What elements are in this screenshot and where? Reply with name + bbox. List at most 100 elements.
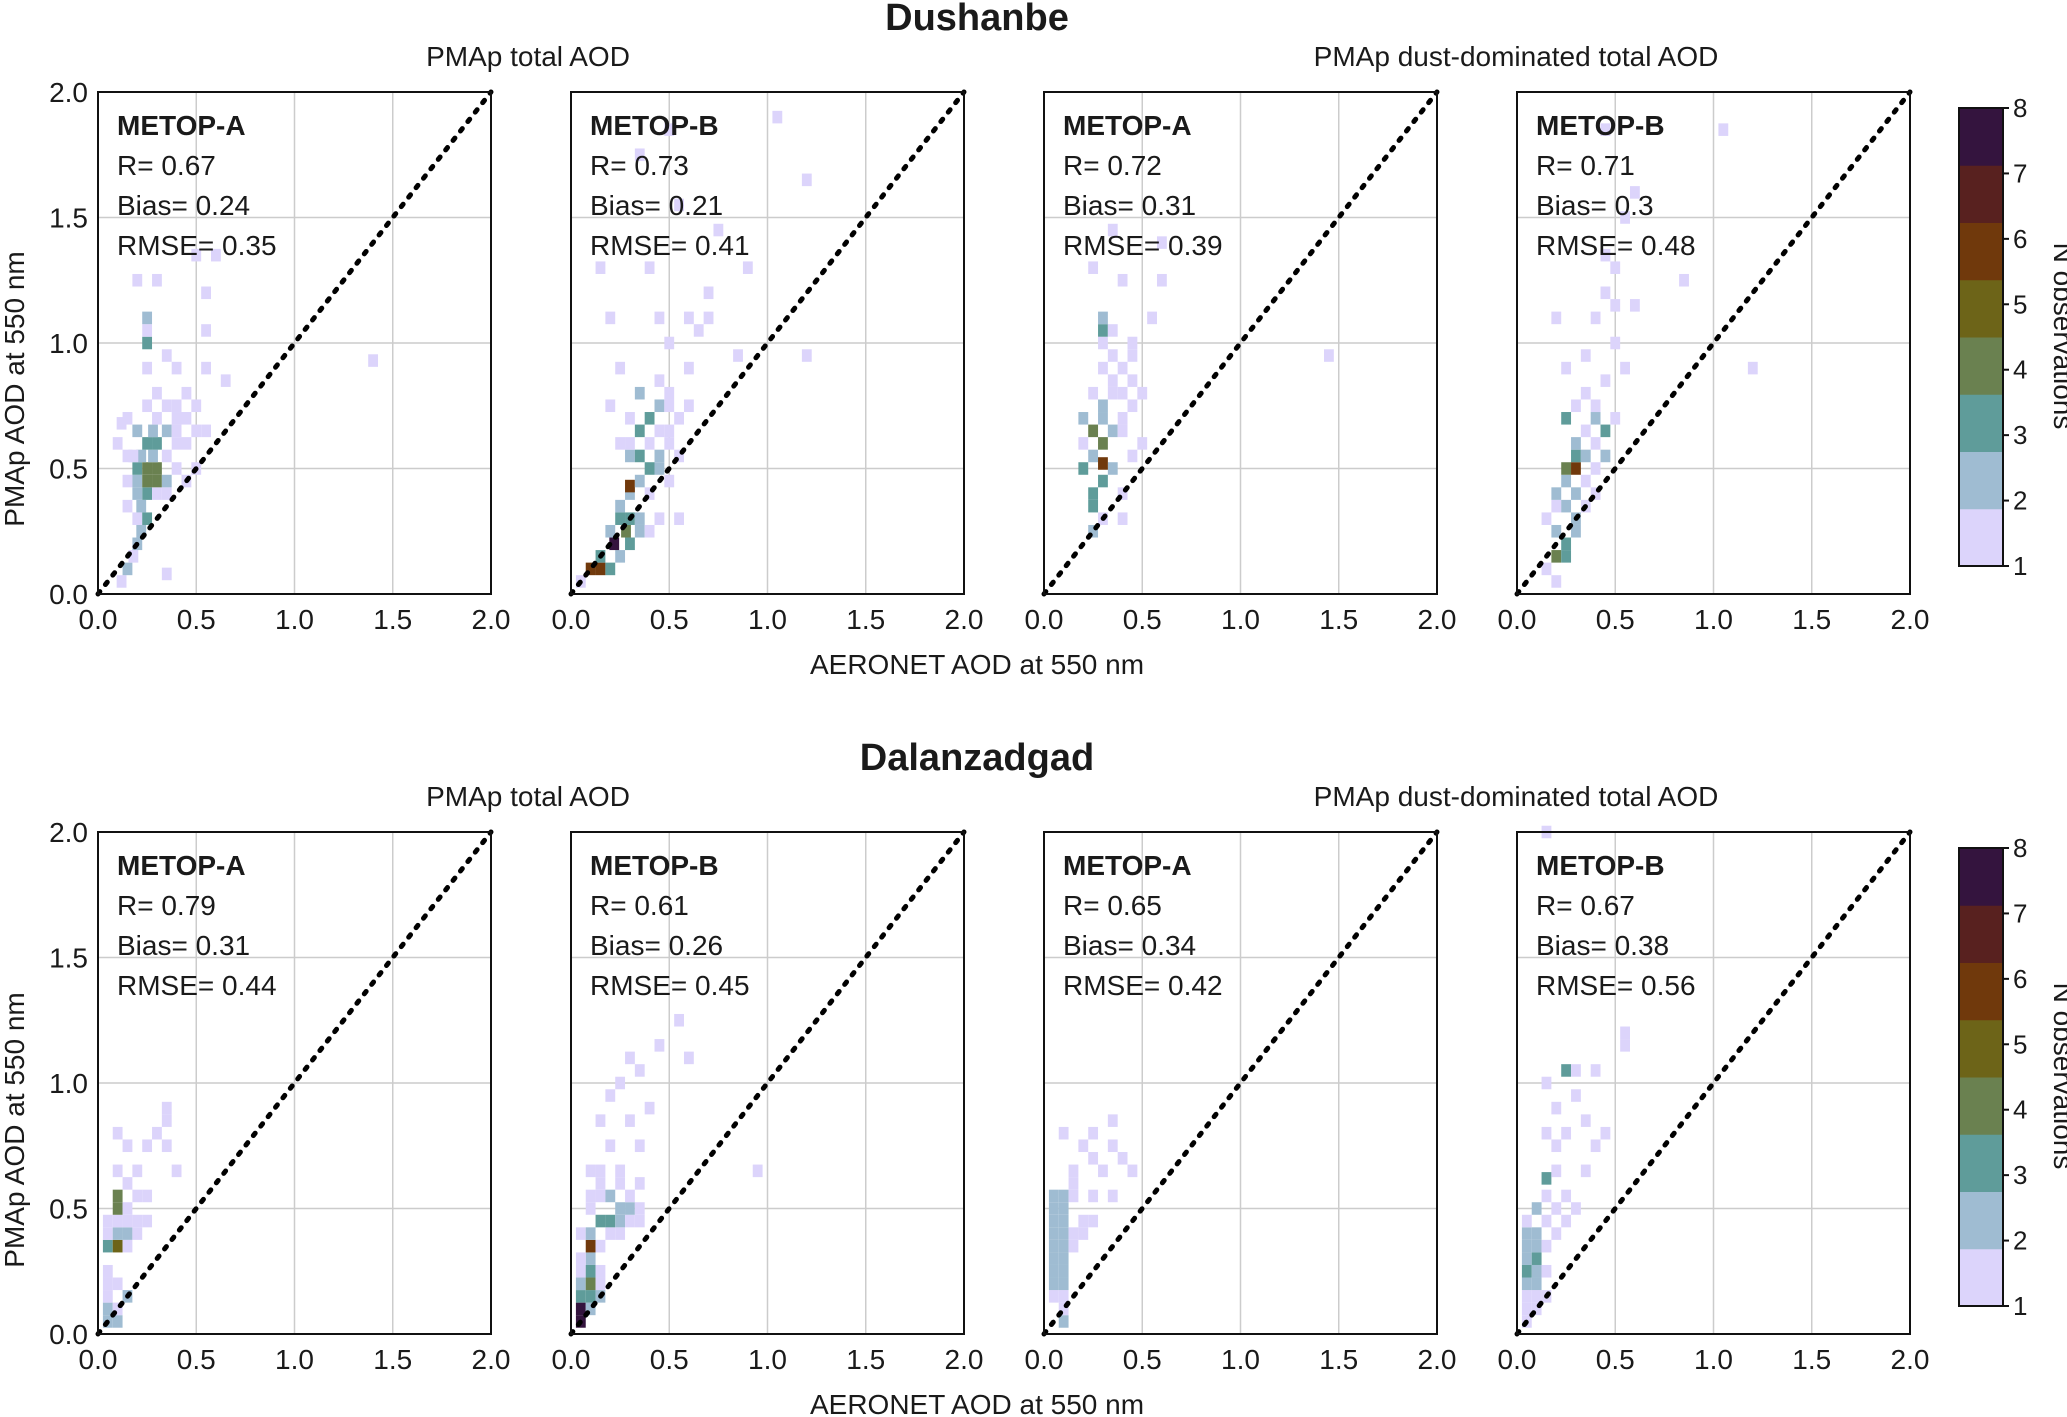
- heatmap-cell: [201, 361, 211, 375]
- heatmap-cell: [674, 198, 684, 212]
- heatmap-cell: [122, 499, 133, 513]
- heatmap-cell: [644, 437, 655, 450]
- colorbar-tick-label: 7: [2013, 898, 2027, 928]
- colorbar-tick-label: 7: [2013, 158, 2027, 188]
- satellite-label: METOP-A: [117, 110, 246, 141]
- group-title-total-aod-row1: PMAp total AOD: [426, 41, 630, 72]
- heatmap-cell: [1088, 487, 1099, 500]
- heatmap-cell: [1600, 374, 1611, 387]
- y-tick-label: 1.0: [49, 1068, 88, 1099]
- rmse-value: RMSE= 0.35: [117, 230, 277, 261]
- heatmap-cell: [161, 449, 172, 463]
- one-to-one-line: [95, 89, 494, 597]
- heatmap-cell: [1610, 336, 1621, 350]
- heatmap-cell: [142, 1139, 153, 1153]
- heatmap-cell: [1571, 1089, 1581, 1102]
- heatmap-cell: [132, 273, 143, 287]
- heatmap-cell: [595, 1214, 606, 1228]
- heatmap-cell: [585, 1252, 596, 1265]
- heatmap-cell: [181, 412, 192, 425]
- heatmap-cell: [1747, 361, 1758, 375]
- heatmap-cell: [1561, 499, 1572, 513]
- heatmap-cell: [1098, 474, 1108, 488]
- heatmap-cell: [1058, 1239, 1069, 1253]
- colorbar-segment: [1959, 165, 2003, 223]
- heatmap-cell: [132, 512, 143, 525]
- heatmap-cell: [1058, 1214, 1069, 1228]
- heatmap-cell: [615, 361, 626, 375]
- x-tick-label: 2.0: [472, 604, 511, 635]
- heatmap-cell: [1551, 575, 1562, 588]
- heatmap-cell: [1718, 123, 1729, 136]
- heatmap-cell: [152, 1126, 162, 1140]
- rmse-value: RMSE= 0.45: [590, 970, 750, 1001]
- colorbar-tick-label: 3: [2013, 420, 2027, 450]
- heatmap-cell: [112, 1214, 123, 1228]
- heatmap-cell: [148, 424, 158, 438]
- heatmap-cell: [1156, 236, 1167, 249]
- heatmap-cell: [201, 424, 211, 438]
- heatmap-cell: [1088, 499, 1099, 513]
- x-tick-label: 1.0: [1221, 604, 1260, 635]
- heatmap-cell: [1088, 1126, 1099, 1140]
- x-tick-label: 1.5: [373, 604, 412, 635]
- panels: 0.0 0.5 1.0 1.5 2.0 0.0 0.5 1.0 1.5 2.0 METOP-A R= …: [49, 77, 1929, 1375]
- heatmap-cell: [1531, 1302, 1542, 1316]
- x-tick-label: 0.0: [1498, 604, 1537, 635]
- heatmap-cell: [1541, 1239, 1552, 1253]
- colorbar-tick-label: 5: [2013, 1029, 2027, 1059]
- satellite-label: METOP-A: [117, 850, 246, 881]
- heatmap-cell: [654, 512, 665, 525]
- x-tick-label: 1.5: [373, 1344, 412, 1375]
- heatmap-cell: [1048, 1239, 1059, 1253]
- heatmap-cell: [112, 1302, 123, 1316]
- colorbar-segment: [1959, 1191, 2003, 1250]
- colorbar-tick-label: 1: [2013, 1291, 2027, 1321]
- heatmap-cell: [1561, 462, 1572, 475]
- heatmap-cell: [634, 1139, 645, 1153]
- heatmap-cell: [152, 462, 162, 475]
- heatmap-cell: [1088, 1189, 1099, 1203]
- x-tick-label: 1.5: [846, 604, 885, 635]
- heatmap-cell: [595, 1264, 606, 1278]
- heatmap-cell: [664, 386, 675, 400]
- heatmap-cell: [1600, 286, 1611, 300]
- y-tick-label: 2.0: [49, 817, 88, 848]
- heatmap-cell: [625, 1189, 635, 1203]
- heatmap-cell: [1058, 1264, 1069, 1278]
- heatmap-cell: [161, 424, 172, 438]
- heatmap-cell: [1117, 412, 1128, 425]
- heatmap-cell: [1571, 524, 1581, 538]
- y-tick-label: 1.5: [49, 943, 88, 974]
- satellite-label: METOP-B: [590, 850, 719, 881]
- bias-value: Bias= 0.31: [117, 930, 250, 961]
- r-value: R= 0.79: [117, 890, 216, 921]
- x-tick-label: 0.0: [79, 604, 118, 635]
- heatmap-cell: [615, 499, 626, 513]
- y-tick-label: 0.5: [49, 1194, 88, 1225]
- heatmap-cell: [128, 550, 139, 563]
- heatmap-cell: [1068, 1177, 1079, 1190]
- heatmap-cell: [1107, 349, 1118, 362]
- heatmap-cell: [132, 474, 143, 488]
- heatmap-cell: [1078, 412, 1089, 425]
- x-tick-label: 2.0: [1891, 1344, 1930, 1375]
- heatmap-cell: [102, 1302, 113, 1316]
- heatmap-cell: [1600, 248, 1611, 262]
- heatmap-cell: [605, 1189, 616, 1203]
- heatmap-cell: [181, 386, 192, 400]
- heatmap-cell: [664, 336, 675, 350]
- heatmap-cell: [703, 286, 714, 300]
- heatmap-cell: [634, 1177, 645, 1190]
- heatmap-cell: [1561, 474, 1572, 488]
- panel-2-1: 0.0 0.5 1.0 1.5 2.0 0.0 0.5 1.0 1.5 2.0 METOP-A R= …: [49, 817, 510, 1375]
- heatmap-cell: [1098, 399, 1108, 413]
- bias-value: Bias= 0.31: [1063, 190, 1196, 221]
- heatmap-cell: [142, 437, 153, 450]
- heatmap-cell: [1048, 1202, 1059, 1215]
- heatmap-cell: [1561, 537, 1572, 551]
- bias-value: Bias= 0.34: [1063, 930, 1196, 961]
- heatmap-cell: [142, 512, 153, 525]
- heatmap-cell: [171, 412, 182, 425]
